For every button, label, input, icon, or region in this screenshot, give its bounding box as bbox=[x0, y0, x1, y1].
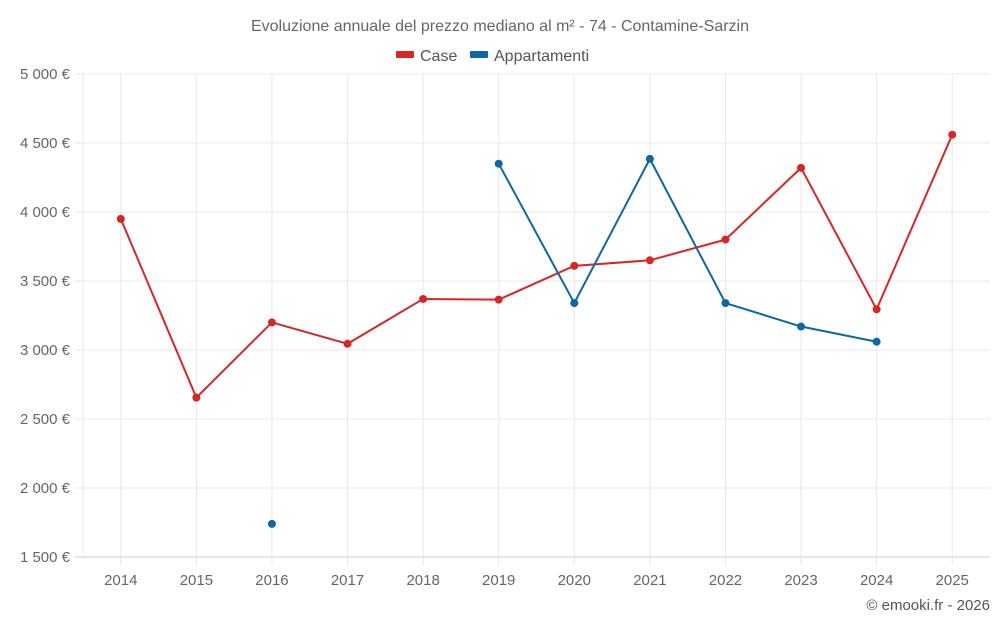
grid bbox=[75, 73, 990, 565]
y-tick-label: 2 000 € bbox=[20, 480, 71, 497]
y-tick-label: 5 000 € bbox=[20, 66, 71, 83]
data-point bbox=[570, 299, 579, 308]
data-point bbox=[570, 261, 579, 270]
legend-swatch-case bbox=[396, 51, 414, 58]
data-point bbox=[721, 235, 730, 244]
y-tick-label: 3 000 € bbox=[20, 342, 71, 359]
series-line bbox=[119, 134, 954, 399]
x-tick-label: 2018 bbox=[406, 572, 439, 589]
data-point bbox=[192, 393, 201, 402]
data-point bbox=[645, 256, 654, 265]
data-point bbox=[872, 337, 881, 346]
series-case bbox=[116, 130, 957, 402]
data-point bbox=[419, 294, 428, 303]
legend: Case Appartamenti bbox=[396, 48, 589, 65]
data-point bbox=[645, 154, 654, 163]
x-tick-label: 2024 bbox=[860, 572, 893, 589]
series-appartamenti bbox=[267, 154, 881, 528]
legend-label-appartamenti: Appartamenti bbox=[494, 48, 589, 65]
y-tick-label: 2 500 € bbox=[20, 411, 71, 428]
x-tick-label: 2017 bbox=[331, 572, 364, 589]
data-point bbox=[797, 163, 806, 172]
data-point bbox=[872, 305, 881, 314]
x-tick-label: 2025 bbox=[936, 572, 969, 589]
legend-swatch-appartamenti bbox=[470, 51, 488, 58]
x-tick-label: 2022 bbox=[709, 572, 742, 589]
x-tick-label: 2021 bbox=[633, 572, 666, 589]
y-tick-label: 3 500 € bbox=[20, 273, 71, 290]
x-tick-label: 2019 bbox=[482, 572, 515, 589]
data-point bbox=[494, 295, 503, 304]
data-point bbox=[267, 318, 276, 327]
y-axis: 1 500 € 2 000 € 2 500 € 3 000 € 3 500 € 4 000… bbox=[20, 66, 71, 566]
y-tick-label: 4 500 € bbox=[20, 135, 71, 152]
x-tick-label: 2014 bbox=[104, 572, 137, 589]
data-point bbox=[948, 130, 957, 139]
data-point bbox=[267, 519, 276, 528]
x-tick-label: 2023 bbox=[784, 572, 817, 589]
data-point bbox=[343, 339, 352, 348]
y-tick-label: 1 500 € bbox=[20, 549, 71, 566]
x-tick-label: 2016 bbox=[255, 572, 288, 589]
x-tick-label: 2015 bbox=[180, 572, 213, 589]
data-point bbox=[797, 322, 806, 331]
data-point bbox=[116, 214, 125, 223]
credit-text: © emooki.fr - 2026 bbox=[866, 597, 990, 614]
data-point bbox=[494, 159, 503, 168]
legend-label-case: Case bbox=[420, 48, 457, 65]
x-tick-label: 2020 bbox=[558, 572, 591, 589]
data-point bbox=[721, 299, 730, 308]
chart-title: Evoluzione annuale del prezzo mediano al… bbox=[251, 18, 749, 35]
series-line bbox=[497, 157, 877, 343]
series-group bbox=[116, 130, 957, 528]
x-axis: 2014 2015 2016 2017 2018 2019 2020 2021 2022 2023… bbox=[104, 572, 969, 589]
y-tick-label: 4 000 € bbox=[20, 204, 71, 221]
